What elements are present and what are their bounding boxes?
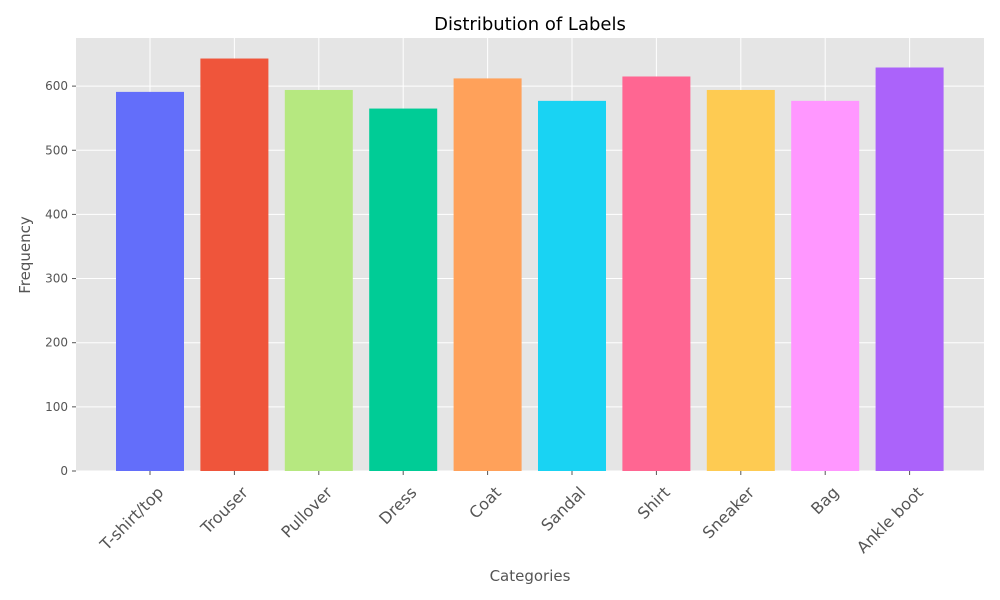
x-tick-label: Sandal [537, 483, 589, 535]
y-tick-label: 300 [45, 272, 68, 286]
x-tick-label: Dress [375, 483, 420, 528]
x-tick-label: Shirt [634, 483, 674, 523]
bar-sneaker [706, 89, 775, 472]
y-tick-label: 200 [45, 336, 68, 350]
bars [116, 58, 944, 472]
y-tick-label: 400 [45, 207, 68, 221]
bar-t-shirt-top [116, 91, 184, 471]
x-axis-ticks: T-shirt/top Trouser Pullover Dress Coat Sanda… [96, 471, 927, 557]
bar-shirt [622, 76, 691, 471]
x-tick-label: Sneaker [699, 483, 759, 543]
y-axis-ticks: 0 100 200 300 400 500 600 [45, 79, 76, 478]
y-tick-label: 500 [45, 143, 68, 157]
y-axis-label: Frequency [16, 216, 34, 294]
bar-bag [791, 100, 860, 472]
x-tick-label: Ankle boot [853, 483, 927, 557]
x-axis-label: Categories [490, 567, 571, 585]
x-tick-label: Coat [465, 483, 505, 523]
x-tick-label: Pullover [277, 483, 336, 542]
x-tick-label: T-shirt/top [96, 483, 168, 555]
bar-trouser [200, 58, 269, 472]
bar-ankle-boot [875, 67, 944, 471]
y-tick-label: 600 [45, 79, 68, 93]
bar-coat [453, 78, 522, 471]
x-tick-label: Trouser [196, 483, 252, 539]
y-tick-label: 0 [60, 464, 68, 478]
bar-pullover [284, 89, 353, 472]
bar-dress [369, 108, 438, 472]
bar-sandal [538, 100, 606, 472]
chart-title: Distribution of Labels [434, 14, 626, 35]
x-tick-label: Bag [807, 483, 842, 518]
y-tick-label: 100 [45, 400, 68, 414]
